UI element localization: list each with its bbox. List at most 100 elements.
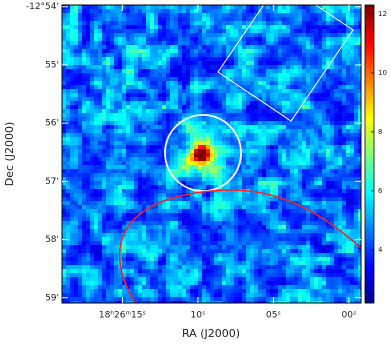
image-cell (222, 29, 226, 33)
image-cell (178, 25, 182, 29)
image-cell (182, 265, 186, 269)
image-cell (146, 77, 150, 81)
image-cell (74, 9, 78, 13)
image-cell (330, 125, 334, 129)
image-cell (334, 109, 338, 113)
image-cell (326, 249, 330, 253)
image-cell (106, 117, 110, 121)
image-cell (230, 89, 234, 93)
image-cell (186, 233, 190, 237)
image-cell (94, 29, 98, 33)
image-cell (150, 229, 154, 233)
image-cell (206, 193, 210, 197)
image-cell (290, 33, 294, 37)
image-cell (90, 125, 94, 129)
image-cell (246, 137, 250, 141)
image-cell (306, 169, 310, 173)
image-cell (62, 21, 66, 25)
image-cell (302, 121, 306, 125)
image-cell (294, 193, 298, 197)
image-cell (222, 149, 226, 153)
image-cell (118, 129, 122, 133)
image-cell (338, 241, 342, 245)
image-cell (82, 253, 86, 257)
image-cell (194, 93, 198, 97)
image-cell (290, 109, 294, 113)
image-cell (186, 161, 190, 165)
image-cell (306, 73, 310, 77)
image-cell (66, 29, 70, 33)
image-cell (170, 237, 174, 241)
image-cell (182, 269, 186, 273)
image-cell (186, 157, 190, 161)
image-cell (154, 5, 158, 9)
image-cell (318, 153, 322, 157)
image-cell (118, 213, 122, 217)
image-cell (354, 257, 358, 261)
image-cell (238, 185, 242, 189)
image-cell (310, 77, 314, 81)
image-cell (334, 73, 338, 77)
image-cell (262, 201, 266, 205)
image-cell (126, 69, 130, 73)
image-cell (286, 229, 290, 233)
image-cell (326, 209, 330, 213)
image-cell (294, 137, 298, 141)
image-cell (358, 145, 362, 149)
image-cell (350, 105, 354, 109)
image-cell (82, 233, 86, 237)
image-cell (310, 149, 314, 153)
image-cell (86, 97, 90, 101)
image-cell (342, 213, 346, 217)
image-cell (286, 45, 290, 49)
image-cell (322, 209, 326, 213)
image-cell (238, 181, 242, 185)
image-cell (114, 65, 118, 69)
image-cell (206, 93, 210, 97)
image-cell (250, 137, 254, 141)
image-cell (338, 85, 342, 89)
image-cell (286, 13, 290, 17)
image-cell (322, 113, 326, 117)
image-cell (306, 193, 310, 197)
image-cell (122, 261, 126, 265)
image-cell (242, 129, 246, 133)
image-cell (210, 45, 214, 49)
image-cell (178, 37, 182, 41)
image-cell (290, 213, 294, 217)
image-cell (90, 137, 94, 141)
image-cell (298, 81, 302, 85)
image-cell (282, 25, 286, 29)
image-cell (354, 221, 358, 225)
image-cell (154, 13, 158, 17)
image-cell (154, 17, 158, 21)
image-cell (150, 225, 154, 229)
image-cell (134, 89, 138, 93)
image-cell (306, 81, 310, 85)
image-cell (206, 13, 210, 17)
image-cell (182, 57, 186, 61)
image-cell (158, 149, 162, 153)
image-cell (306, 105, 310, 109)
image-cell (74, 29, 78, 33)
image-cell (194, 185, 198, 189)
image-cell (102, 221, 106, 225)
image-cell (74, 153, 78, 157)
image-cell (342, 153, 346, 157)
image-cell (94, 41, 98, 45)
image-cell (270, 157, 274, 161)
image-cell (102, 237, 106, 241)
image-cell (206, 105, 210, 109)
image-cell (342, 121, 346, 125)
image-cell (258, 205, 262, 209)
image-cell (306, 101, 310, 105)
image-cell (346, 65, 350, 69)
image-cell (182, 209, 186, 213)
image-cell (70, 121, 74, 125)
image-cell (242, 109, 246, 113)
image-cell (318, 37, 322, 41)
image-cell (162, 25, 166, 29)
image-cell (130, 249, 134, 253)
image-cell (354, 169, 358, 173)
image-cell (226, 93, 230, 97)
